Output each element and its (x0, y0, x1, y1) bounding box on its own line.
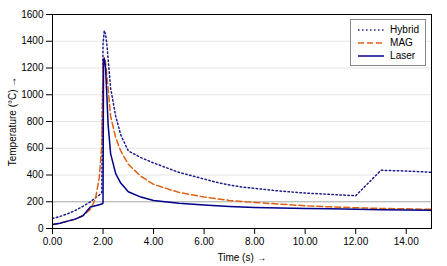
svg-text:Temperature (°C) →: Temperature (°C) → (7, 77, 18, 167)
svg-text:14.00: 14.00 (394, 236, 419, 247)
svg-text:Time (s) →: Time (s) → (217, 252, 266, 263)
svg-text:200: 200 (27, 196, 44, 207)
svg-text:600: 600 (27, 142, 44, 153)
svg-text:400: 400 (27, 169, 44, 180)
svg-text:4.00: 4.00 (144, 236, 164, 247)
svg-text:6.00: 6.00 (194, 236, 214, 247)
svg-text:1400: 1400 (21, 35, 44, 46)
svg-text:800: 800 (27, 116, 44, 127)
svg-text:1200: 1200 (21, 62, 44, 73)
html-text:Hybrid: Hybrid (390, 24, 419, 35)
html-text:Laser: Laser (390, 50, 416, 61)
html-text:MAG: MAG (390, 37, 413, 48)
svg-text:2.00: 2.00 (93, 236, 113, 247)
svg-text:1600: 1600 (21, 9, 44, 20)
svg-text:0.00: 0.00 (43, 236, 63, 247)
svg-text:1000: 1000 (21, 89, 44, 100)
svg-text:10.00: 10.00 (293, 236, 318, 247)
svg-text:12.00: 12.00 (343, 236, 368, 247)
svg-text:8.00: 8.00 (245, 236, 265, 247)
svg-text:0: 0 (38, 223, 44, 234)
